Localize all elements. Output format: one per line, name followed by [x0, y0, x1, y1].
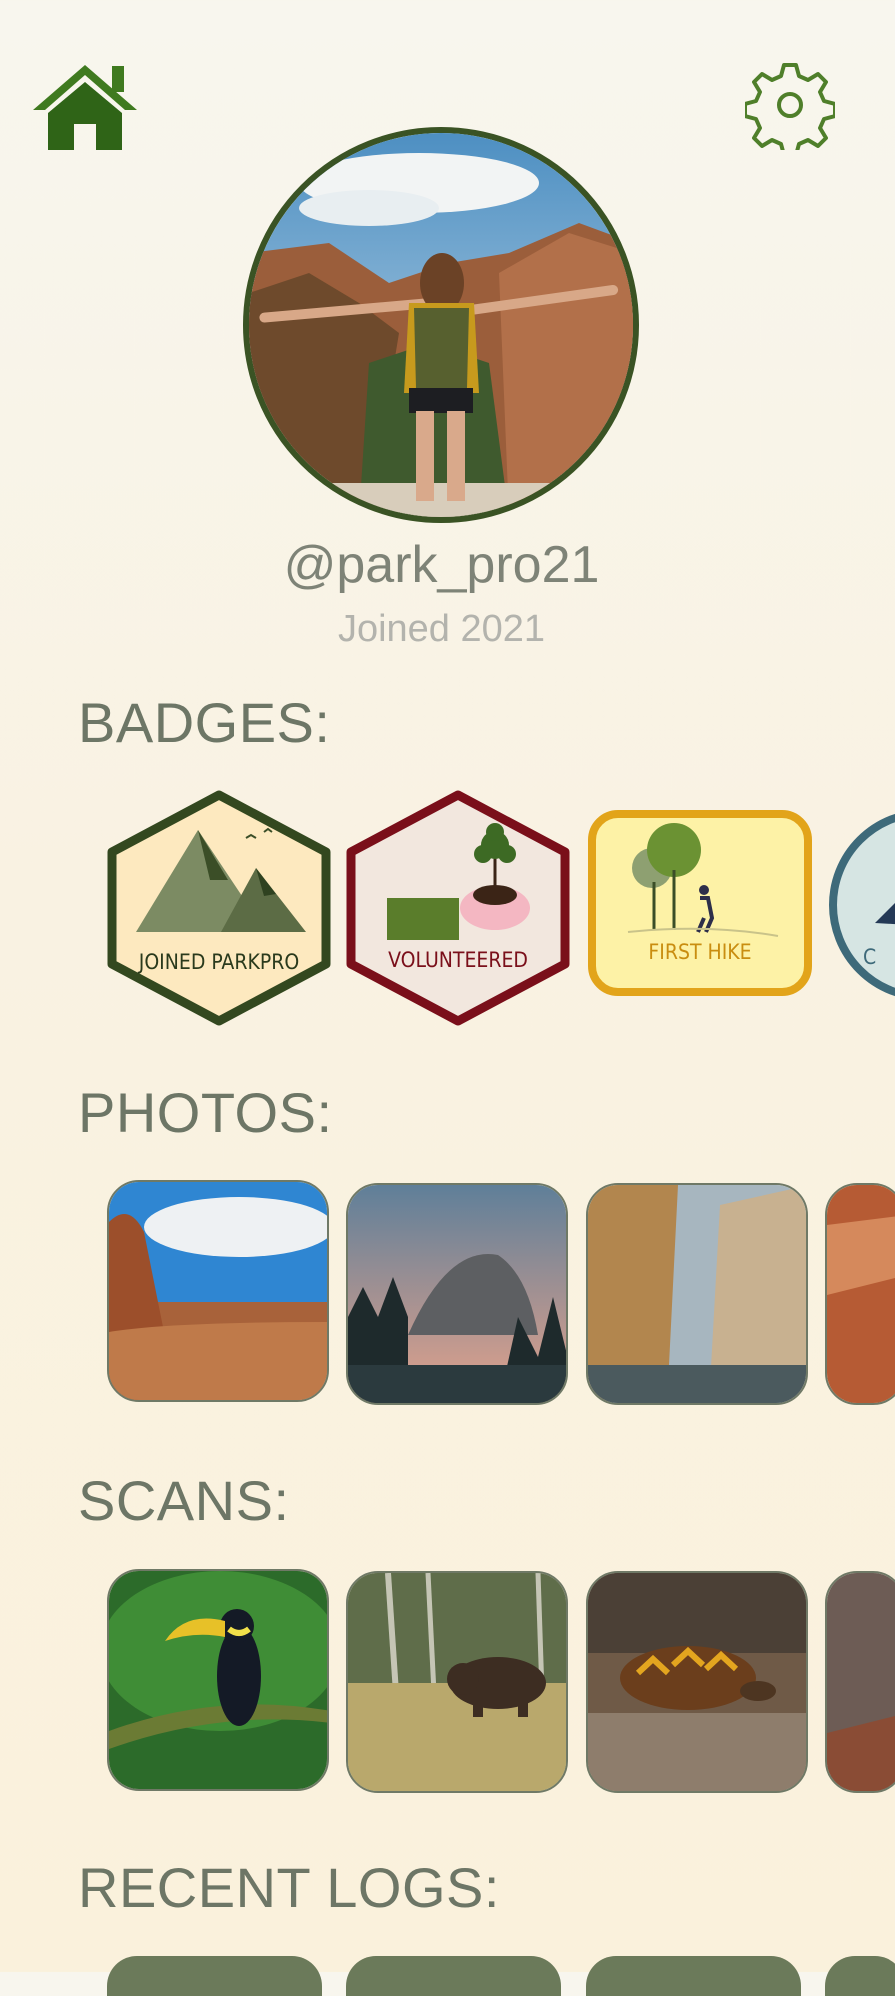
home-icon — [33, 65, 137, 150]
badge-first-hike[interactable]: FIRST HIKE — [588, 810, 812, 996]
home-button[interactable] — [30, 60, 140, 155]
badge-partial[interactable]: C — [825, 805, 895, 1005]
arch-photo — [109, 1182, 327, 1400]
badge-volunteered[interactable]: VOLUNTEERED — [345, 790, 571, 1026]
scan-thumbnail[interactable] — [107, 1569, 329, 1791]
log-card[interactable] — [107, 1956, 322, 1996]
badge-label: FIRST HIKE — [648, 940, 752, 964]
gear-icon — [743, 63, 837, 157]
scans-title: SCANS: — [78, 1469, 290, 1532]
badges-title: BADGES: — [78, 691, 331, 754]
toucan-photo — [109, 1571, 327, 1789]
hiker-badge-icon — [588, 810, 812, 996]
photo-thumbnail[interactable] — [825, 1183, 895, 1405]
scan-thumbnail[interactable] — [586, 1571, 808, 1793]
photos-title: PHOTOS: — [78, 1081, 333, 1144]
username: @park_pro21 — [283, 536, 600, 594]
badge-joined-parkpro[interactable]: JOINED PARKPRO — [106, 790, 332, 1026]
log-card[interactable] — [825, 1956, 895, 1996]
log-card[interactable] — [586, 1956, 801, 1996]
photo-thumbnail[interactable] — [107, 1180, 329, 1402]
half-dome-photo — [348, 1185, 566, 1403]
circle-badge-icon — [829, 813, 895, 997]
avatar-image — [249, 133, 633, 517]
scan-thumbnail[interactable] — [825, 1571, 895, 1793]
photo-thumbnail[interactable] — [346, 1183, 568, 1405]
canyon-photo — [827, 1185, 895, 1403]
log-card[interactable] — [346, 1956, 561, 1996]
recent-logs-title: RECENT LOGS: — [78, 1856, 500, 1919]
plant-badge-icon — [346, 790, 570, 1026]
joined-date: Joined 2021 — [337, 608, 546, 650]
animal-photo — [827, 1573, 895, 1791]
canyon-river-photo — [588, 1185, 806, 1403]
bear-photo — [348, 1573, 566, 1791]
scan-thumbnail[interactable] — [346, 1571, 568, 1793]
profile-avatar[interactable] — [243, 127, 639, 523]
settings-button[interactable] — [743, 60, 837, 157]
badge-label: JOINED PARKPRO — [138, 950, 300, 974]
turtle-photo — [588, 1573, 806, 1791]
badge-label: C — [863, 945, 877, 969]
badge-label: VOLUNTEERED — [388, 948, 528, 972]
photo-thumbnail[interactable] — [586, 1183, 808, 1405]
mountain-badge-icon — [107, 790, 331, 1026]
